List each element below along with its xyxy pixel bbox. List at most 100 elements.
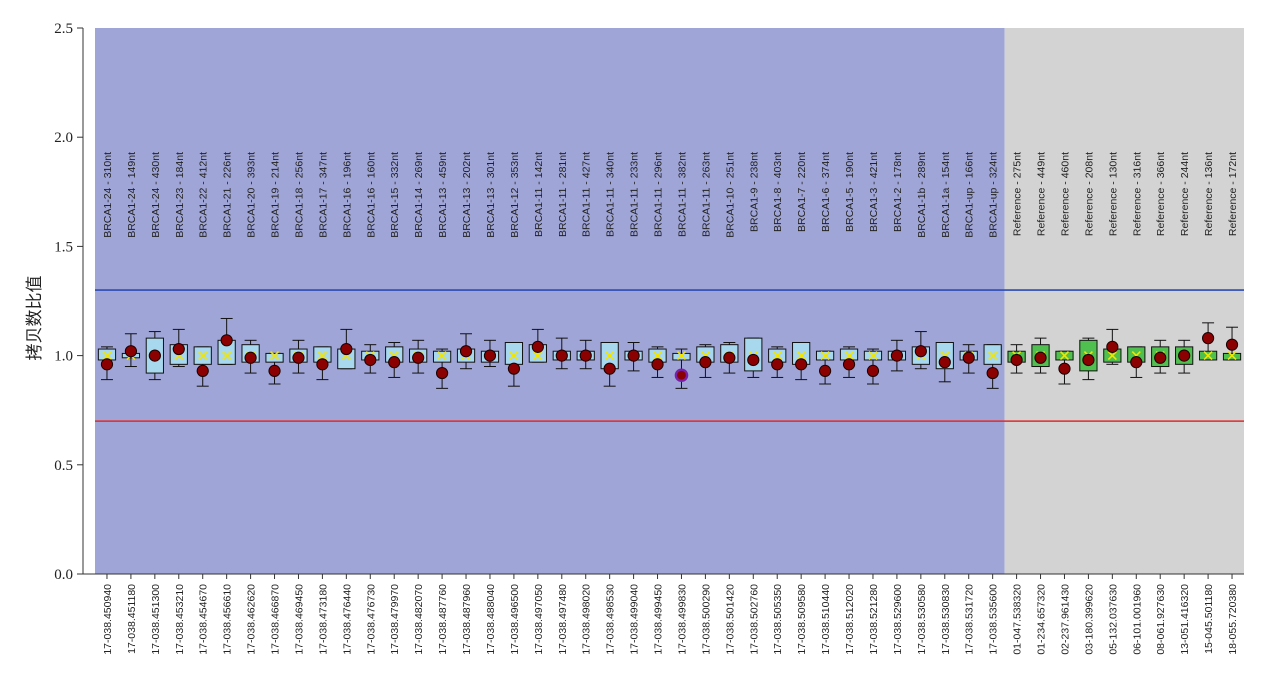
data-point	[388, 356, 401, 369]
data-point	[771, 358, 784, 371]
data-point	[340, 342, 353, 356]
data-point	[603, 362, 616, 375]
y-tick-label: 0.5	[54, 458, 73, 474]
x-tick-label: 17-038.487960	[461, 584, 473, 655]
data-point	[531, 340, 544, 353]
x-tick-label: 17-038.496500	[509, 584, 521, 655]
probe-label: BRCA1-24 - 430nt	[150, 152, 162, 238]
data-point	[124, 345, 138, 358]
x-tick-label: 17-038.502760	[748, 584, 760, 655]
reference-region	[1004, 28, 1244, 574]
probe-label: Reference - 275nt	[1012, 152, 1024, 236]
mean-marker	[102, 351, 112, 361]
probe-label: Reference - 449nt	[1036, 152, 1048, 236]
data-point	[459, 345, 473, 358]
mean-marker	[820, 351, 830, 361]
probe-label: BRCA1-6 - 374nt	[820, 152, 832, 232]
mean-marker	[1203, 351, 1213, 361]
probe-label: BRCA1-3 - 421nt	[868, 152, 880, 232]
x-tick-label: 17-038.535600	[988, 584, 1000, 655]
mean-marker	[509, 351, 519, 361]
probe-label: BRCA1-11 - 142nt	[533, 152, 545, 237]
x-tick-label: 05-132.037630	[1107, 584, 1119, 655]
probe-label: Reference - 316nt	[1131, 152, 1143, 236]
mean-marker	[269, 351, 280, 361]
probe-label: BRCA1-5 - 190nt	[844, 152, 856, 232]
x-tick-label: 17-038.488040	[485, 584, 497, 655]
mean-marker	[605, 351, 615, 361]
x-tick-label: 17-038.476730	[365, 584, 377, 655]
probe-label: BRCA1-11 - 296nt	[653, 152, 665, 237]
data-point	[651, 358, 664, 371]
x-tick-label: 17-038.499040	[629, 584, 641, 655]
probe-label: BRCA1-1b - 289nt	[916, 152, 928, 238]
probe-label: BRCA1-12 - 353nt	[509, 152, 521, 238]
y-tick-label: 2.5	[54, 21, 73, 37]
probe-label: Reference - 460nt	[1059, 152, 1071, 236]
x-tick-label: 17-038.531720	[964, 584, 976, 655]
probe-label: BRCA1-14 - 269nt	[413, 152, 425, 238]
probe-label: BRCA1-21 - 226nt	[222, 152, 234, 238]
data-point	[412, 351, 425, 364]
mean-marker	[317, 351, 327, 361]
brca1-region	[95, 28, 1005, 574]
data-point	[148, 349, 161, 362]
data-point	[1178, 349, 1191, 362]
probe-label: BRCA1-17 - 347nt	[317, 152, 329, 238]
probe-label: BRCA1-10 - 251nt	[724, 152, 736, 238]
x-tick-label: 17-038.505350	[772, 584, 784, 655]
data-point	[268, 364, 281, 377]
x-tick-label: 17-038.512020	[844, 584, 856, 655]
x-tick-label: 17-038.497480	[557, 584, 569, 655]
mean-marker	[533, 351, 543, 361]
data-point	[100, 358, 114, 371]
mean-marker	[844, 351, 854, 361]
x-tick-label: 17-038.498530	[605, 584, 617, 655]
data-point	[986, 366, 999, 380]
data-point	[890, 349, 904, 362]
data-point	[579, 349, 592, 362]
x-tick-label: 17-038.479970	[389, 584, 401, 655]
probe-label: Reference - 130nt	[1107, 152, 1119, 236]
data-point	[818, 364, 832, 377]
x-tick-label: 17-038.453210	[174, 584, 186, 655]
y-axis-label: 拷贝数比值	[25, 276, 45, 361]
data-point	[292, 351, 305, 364]
y-tick-label: 2.0	[54, 130, 73, 146]
probe-label: BRCA1-16 - 160nt	[365, 152, 377, 238]
x-tick-label: 17-038.450940	[102, 584, 114, 655]
x-tick-label: 06-101.001960	[1131, 584, 1143, 655]
data-point	[1106, 340, 1119, 353]
probe-label: BRCA1-11 - 382nt	[676, 152, 688, 237]
x-tick-label: 17-038.497050	[533, 584, 545, 655]
mean-marker	[988, 351, 998, 361]
probe-label: BRCA1-18 - 256nt	[293, 152, 305, 238]
x-tick-label: 03-180.399620	[1083, 584, 1095, 655]
data-point	[699, 356, 712, 369]
x-tick-label: 17-038.521280	[868, 584, 880, 655]
x-tick-label: 17-038.499450	[653, 584, 665, 655]
x-tick-label: 17-038.466870	[270, 584, 282, 655]
box	[265, 352, 284, 363]
probe-label: BRCA1-11 - 233nt	[629, 152, 641, 237]
data-point	[364, 353, 377, 367]
probe-labels: BRCA1-24 - 310nt BRCA1-24 - 149nt BRCA1-24…	[102, 152, 1239, 238]
x-tick-label: 17-038.469450	[293, 584, 305, 655]
probe-label: BRCA1-2 - 178nt	[892, 152, 904, 232]
x-tick-label: 17-038.510440	[820, 584, 832, 655]
probe-label: BRCA1-up - 166nt	[964, 152, 976, 238]
x-tick-label: 17-038.530830	[940, 584, 952, 655]
x-tick-labels: 17-038.450940 17-038.451180 17-038.451300 1…	[102, 574, 1239, 655]
mean-marker	[1227, 351, 1237, 361]
x-tick-label: 18-055.720380	[1227, 584, 1239, 655]
data-point	[914, 345, 927, 358]
x-tick-label: 17-038.473180	[317, 584, 329, 655]
probe-label: BRCA1-11 - 427nt	[581, 152, 593, 237]
data-point	[244, 351, 257, 364]
probe-label: BRCA1-13 - 202nt	[461, 152, 473, 238]
axes	[82, 28, 1244, 575]
mean-marker	[222, 351, 232, 361]
data-point	[1154, 351, 1167, 364]
data-point	[674, 368, 689, 383]
